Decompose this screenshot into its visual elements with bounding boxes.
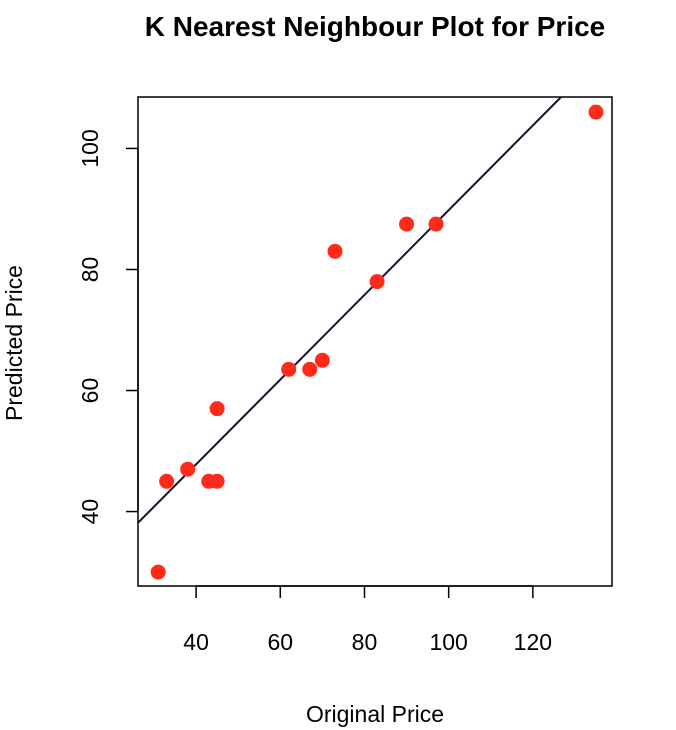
fit-line-group: [137, 96, 562, 524]
x-tick-label: 80: [352, 629, 378, 655]
data-point: [159, 473, 175, 489]
y-tick-label: 40: [77, 499, 103, 525]
x-tick-label: 40: [183, 629, 209, 655]
plot-frame: [137, 96, 613, 587]
data-point: [327, 243, 343, 259]
fit-line: [137, 96, 562, 524]
data-point: [314, 352, 330, 368]
x-axis: 40 60 80 100 120: [183, 585, 552, 655]
data-point: [428, 216, 444, 232]
data-point: [281, 361, 297, 377]
x-axis-label: Original Price: [306, 701, 444, 727]
chart-title: K Nearest Neighbour Plot for Price: [145, 11, 606, 42]
data-point: [150, 564, 166, 580]
x-tick-label: 100: [429, 629, 467, 655]
data-point: [209, 473, 225, 489]
y-axis-label: Predicted Price: [1, 265, 27, 421]
data-point: [399, 216, 415, 232]
x-tick-label: 60: [267, 629, 293, 655]
x-tick-label: 120: [514, 629, 552, 655]
data-point: [209, 401, 225, 417]
data-point: [588, 104, 604, 120]
y-tick-label: 80: [77, 257, 103, 283]
points-group: [150, 104, 604, 580]
y-axis: 40 60 80 100: [77, 129, 139, 525]
data-point: [180, 461, 196, 477]
data-point: [369, 274, 385, 290]
y-tick-label: 60: [77, 378, 103, 404]
y-tick-label: 100: [77, 129, 103, 167]
data-point: [302, 361, 318, 377]
